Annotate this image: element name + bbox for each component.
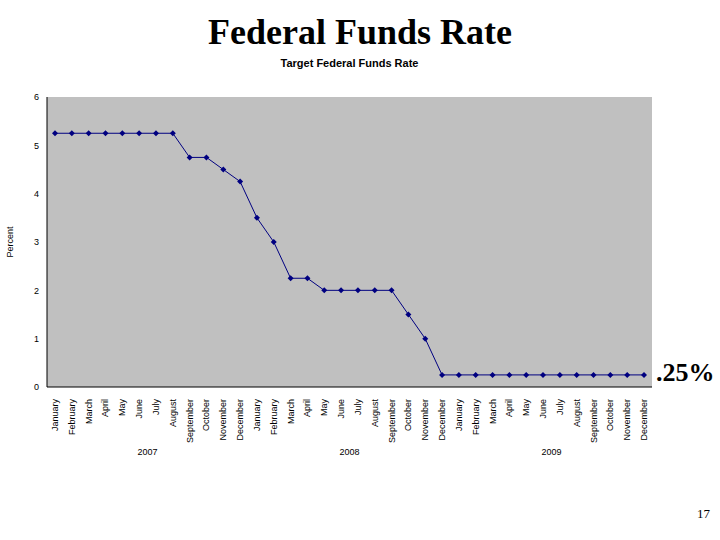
svg-text:January: January bbox=[454, 399, 464, 432]
svg-text:December: December bbox=[235, 399, 245, 441]
svg-text:July: July bbox=[555, 399, 565, 416]
svg-text:December: December bbox=[639, 399, 649, 441]
svg-text:November: November bbox=[218, 399, 228, 441]
svg-text:April: April bbox=[504, 399, 514, 417]
svg-text:April: April bbox=[302, 399, 312, 417]
svg-text:5: 5 bbox=[34, 141, 39, 151]
svg-text:October: October bbox=[201, 399, 211, 431]
html-text:2009: 2009 bbox=[541, 447, 562, 457]
svg-text:September: September bbox=[589, 399, 599, 443]
svg-text:Percent: Percent bbox=[8, 226, 15, 258]
svg-text:April: April bbox=[100, 399, 110, 417]
html-text:2007: 2007 bbox=[137, 447, 158, 457]
svg-text:August: August bbox=[168, 399, 178, 428]
svg-text:June: June bbox=[538, 399, 548, 419]
svg-text:August: August bbox=[370, 399, 380, 428]
svg-text:May: May bbox=[319, 399, 329, 417]
html-text:Federal Funds Rate: Federal Funds Rate bbox=[208, 12, 512, 52]
svg-text:1: 1 bbox=[34, 334, 39, 344]
html-text:17: 17 bbox=[697, 506, 710, 521]
svg-text:June: June bbox=[134, 399, 144, 419]
svg-text:February: February bbox=[471, 399, 481, 436]
svg-text:2: 2 bbox=[34, 286, 39, 296]
svg-text:October: October bbox=[403, 399, 413, 431]
svg-text:November: November bbox=[622, 399, 632, 441]
svg-text:6: 6 bbox=[34, 92, 39, 102]
svg-text:4: 4 bbox=[34, 189, 39, 199]
svg-text:February: February bbox=[269, 399, 279, 436]
svg-text:March: March bbox=[488, 399, 498, 424]
svg-text:June: June bbox=[336, 399, 346, 419]
html-text:2008: 2008 bbox=[339, 447, 360, 457]
svg-text:January: January bbox=[252, 399, 262, 432]
svg-text:September: September bbox=[387, 399, 397, 443]
svg-text:February: February bbox=[67, 399, 77, 436]
svg-text:November: November bbox=[420, 399, 430, 441]
svg-text:3: 3 bbox=[34, 237, 39, 247]
svg-text:May: May bbox=[117, 399, 127, 417]
svg-text:August: August bbox=[572, 399, 582, 428]
svg-text:March: March bbox=[286, 399, 296, 424]
html-text:Target Federal Funds Rate: Target Federal Funds Rate bbox=[280, 57, 419, 69]
svg-text:December: December bbox=[437, 399, 447, 441]
svg-text:July: July bbox=[151, 399, 161, 416]
html-text:.25%: .25% bbox=[656, 358, 715, 387]
svg-text:January: January bbox=[50, 399, 60, 432]
svg-text:October: October bbox=[605, 399, 615, 431]
svg-text:July: July bbox=[353, 399, 363, 416]
svg-text:0: 0 bbox=[34, 382, 39, 392]
svg-text:March: March bbox=[84, 399, 94, 424]
svg-text:May: May bbox=[521, 399, 531, 417]
svg-text:September: September bbox=[185, 399, 195, 443]
